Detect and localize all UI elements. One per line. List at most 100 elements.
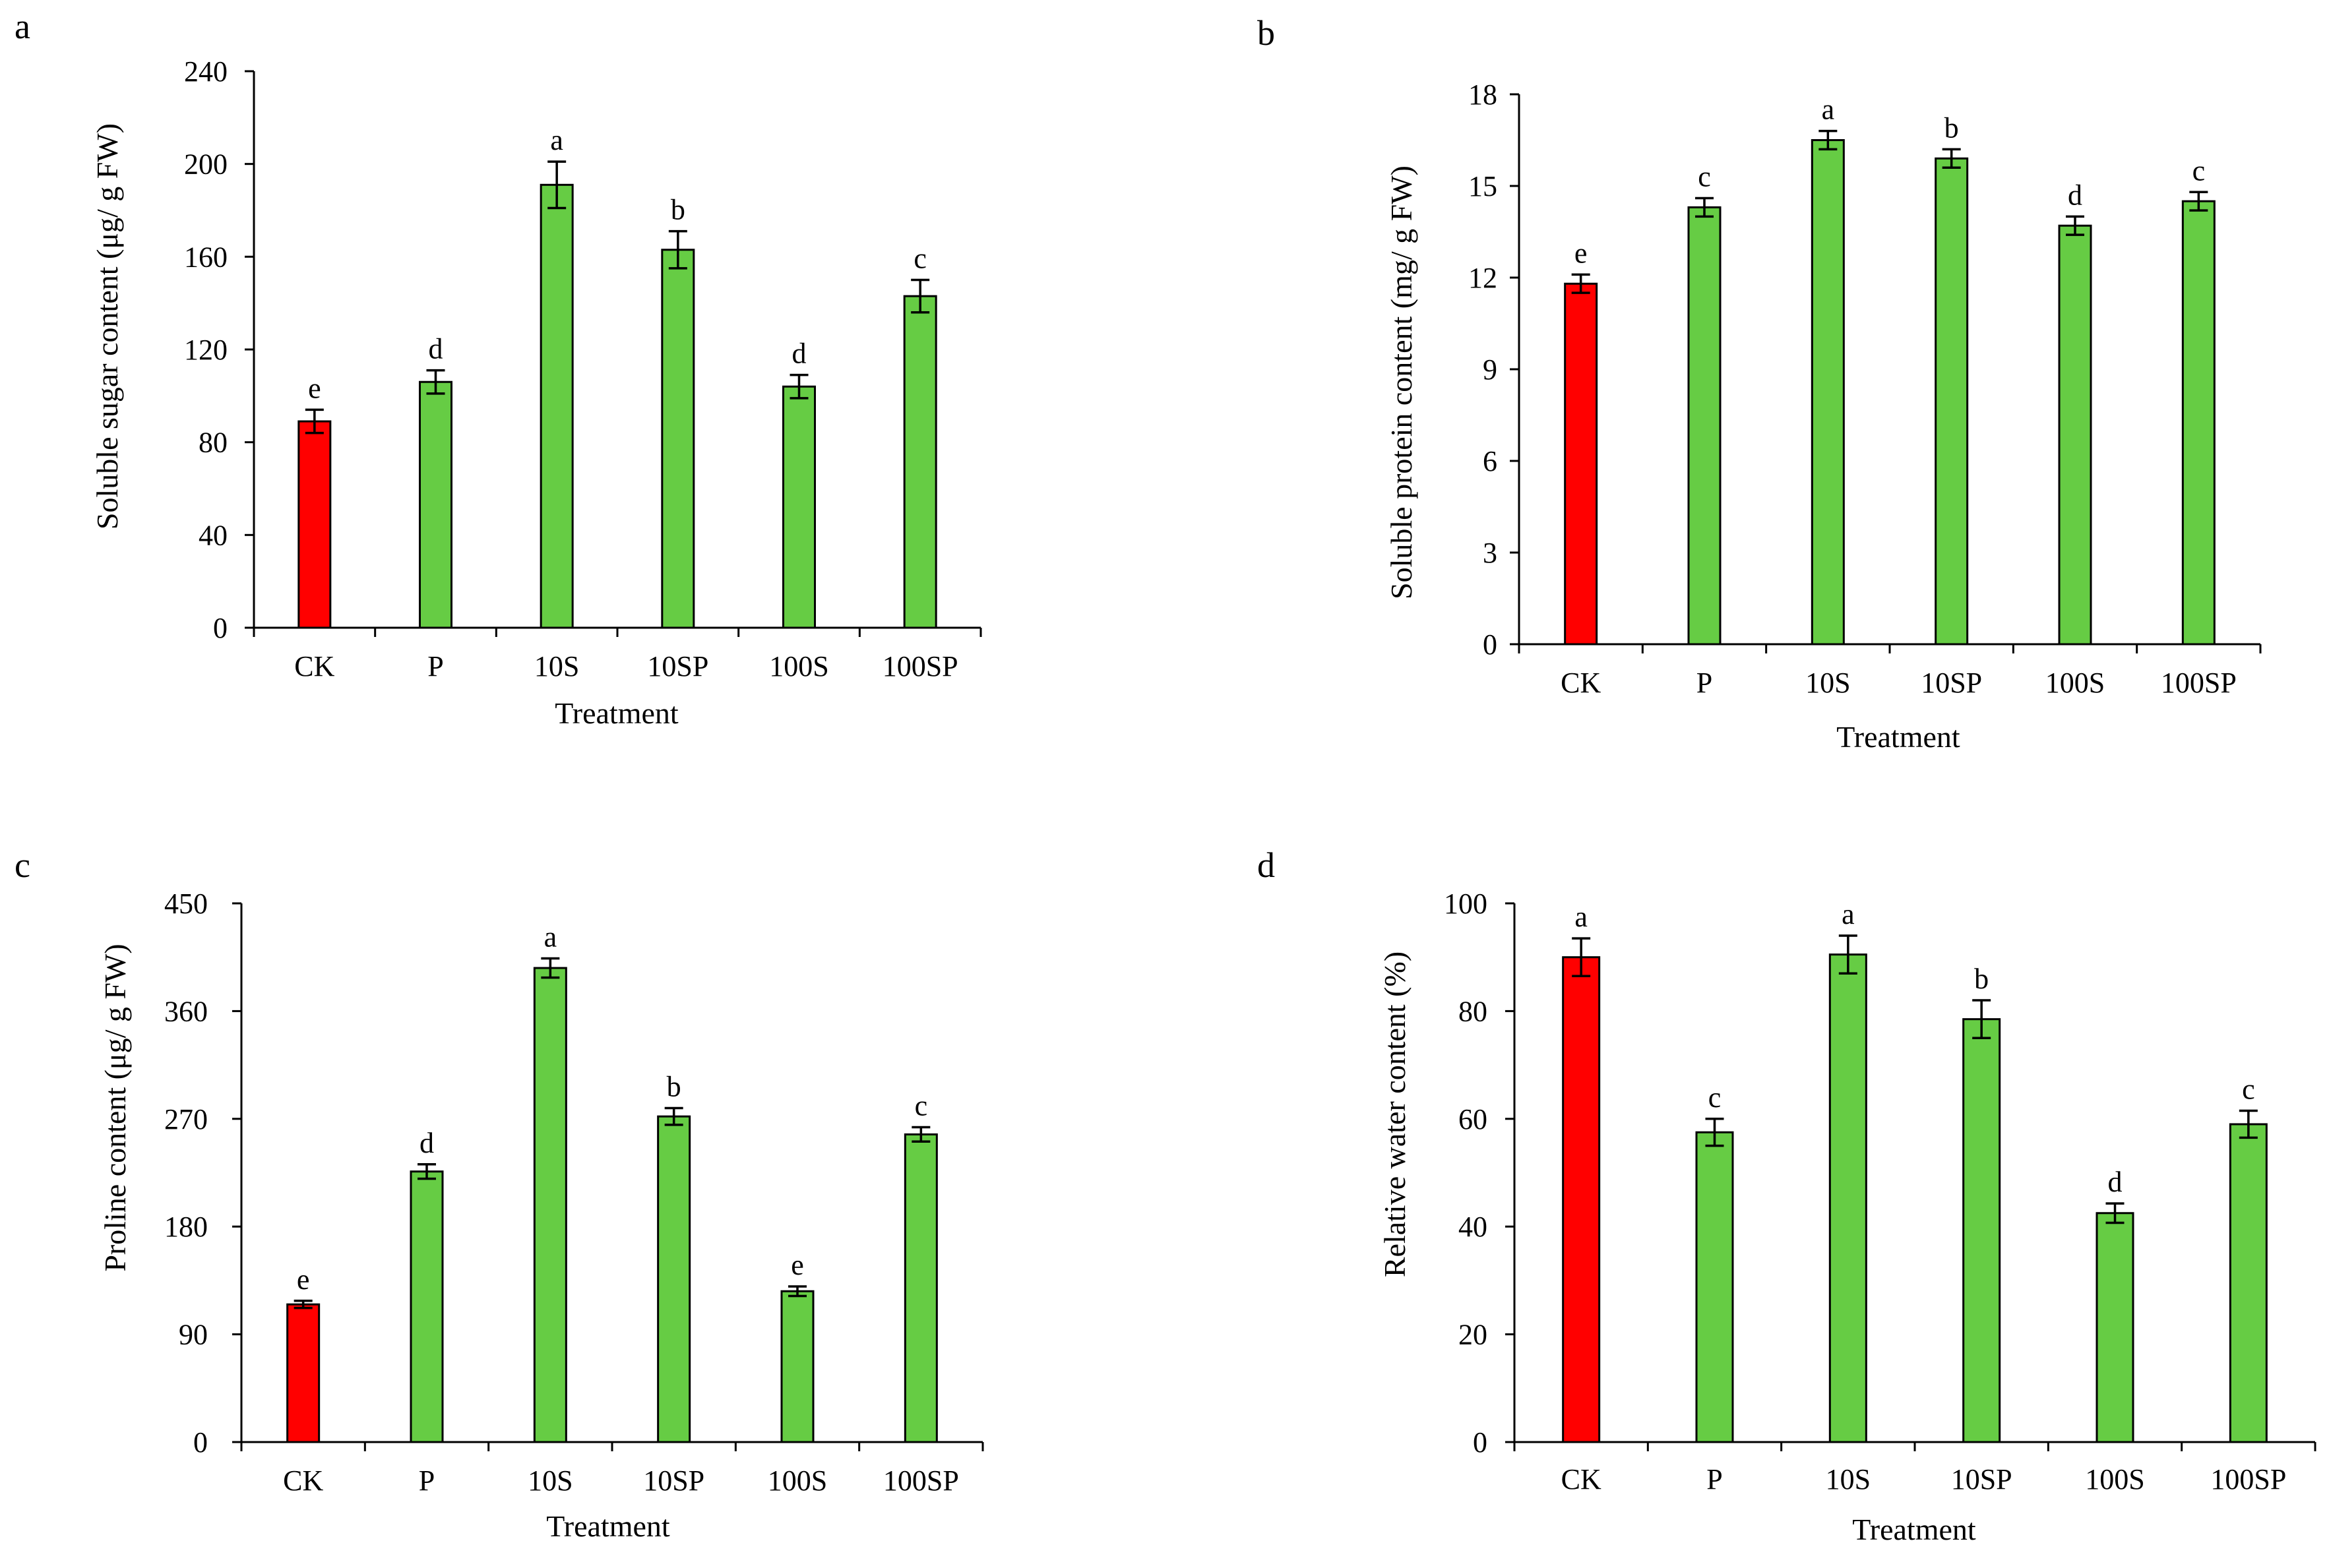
panel-d-category-label: P [1706, 1463, 1722, 1495]
panel-d-category-label: 100S [2085, 1463, 2144, 1495]
panel-b-y-tick-label: 18 [1468, 78, 1497, 111]
panel-b-category-label: P [1696, 667, 1712, 699]
panel-c-significance-label: e [297, 1263, 310, 1296]
panel-c-bar [780, 1290, 815, 1443]
panel-c-y-tick-label: 450 [164, 888, 208, 920]
panel-c-y-axis-title: Proline content (μg/ g FW) [98, 944, 132, 1271]
panel-a-x-axis-title: Treatment [555, 696, 679, 730]
panel-b-bar [2181, 200, 2216, 646]
panel-d-y-tick-label: 40 [1458, 1211, 1487, 1243]
panel-b-significance-label: a [1822, 94, 1835, 126]
panel-a-y-tick-label: 0 [213, 612, 228, 644]
panel-b-category-label: 100S [2045, 667, 2105, 699]
panel-b-bar [2058, 224, 2092, 646]
panel-a-category-label: 100SP [883, 650, 958, 682]
panel-d-significance-label: a [1574, 901, 1588, 933]
panel-c-significance-label: d [419, 1127, 434, 1159]
panel-a-significance-label: d [429, 333, 443, 365]
panel-b-bar [1811, 139, 1845, 646]
panel-c-y-tick-label: 180 [164, 1211, 208, 1243]
panel-b-significance-label: c [1698, 161, 1711, 193]
panel-c-category-label: 10SP [643, 1464, 704, 1497]
panel-b-y-tick-label: 0 [1483, 628, 1497, 661]
panel-b-y-tick-label: 12 [1468, 262, 1497, 294]
panel-c-significance-label: a [544, 921, 557, 953]
panel-a-significance-label: e [308, 372, 321, 404]
panel-c-significance-label: e [791, 1249, 804, 1281]
panel-c-letter: c [15, 845, 30, 885]
panel-c-category-label: P [419, 1464, 435, 1497]
panel-c-bar [410, 1170, 444, 1443]
panel-a-bar [661, 249, 695, 629]
panel-b-y-tick-label: 9 [1483, 353, 1497, 386]
panel-d-y-tick-label: 0 [1473, 1426, 1487, 1459]
panel-b-significance-label: c [2192, 154, 2206, 187]
panel-a: a Soluble sugar content (μg/ g FW) Treat… [15, 7, 982, 730]
panel-c-significance-label: b [667, 1070, 681, 1102]
panel-a-category-label: CK [294, 650, 334, 682]
panel-d-bar [1962, 1018, 2001, 1443]
panel-b-significance-label: e [1574, 237, 1588, 269]
panel-c-bar [286, 1303, 321, 1443]
panel-a-bar [903, 295, 937, 629]
panel-b-significance-label: d [2068, 179, 2082, 211]
panel-d-category-label: 100SP [2210, 1463, 2286, 1495]
panel-d-y-axis-title: Relative water content (%) [1378, 951, 1412, 1277]
panel-d-bar [2096, 1212, 2134, 1443]
panel-a-significance-label: c [914, 243, 927, 275]
panel-a-y-tick-label: 80 [199, 427, 228, 459]
panel-c-x-axis-title: Treatment [546, 1509, 670, 1543]
panel-c-category-label: CK [283, 1464, 323, 1497]
panel-c-category-label: 10S [528, 1464, 573, 1497]
panel-a-bar [540, 183, 574, 629]
panel-d-y-tick-label: 20 [1458, 1319, 1487, 1351]
panel-a-significance-label: a [550, 124, 563, 156]
panel-b-category-label: 10SP [1921, 667, 1982, 699]
panel-d-bar [1828, 953, 1867, 1443]
panel-d: d Relative water content (%) Treatment 0… [1257, 845, 2316, 1546]
panel-b-y-tick-label: 15 [1468, 170, 1497, 202]
panel-a-bar [419, 380, 452, 629]
panel-c-bar [904, 1133, 938, 1443]
panel-a-y-axis-title: Soluble sugar content (μg/ g FW) [90, 123, 124, 529]
panel-d-significance-label: a [1842, 898, 1855, 930]
panel-d-significance-label: c [1708, 1081, 1722, 1114]
panel-b-plot-area: 0 3 6 9 12 15 18 e CK c Pa 10S b 10SP d 100S c 100SP [1468, 78, 2262, 699]
panel-d-significance-label: c [2242, 1073, 2255, 1106]
panel-b-y-tick-label: 6 [1483, 445, 1497, 477]
panel-d-bar [1695, 1131, 1734, 1443]
panel-b-category-label: 10S [1805, 667, 1850, 699]
panel-c-bar [657, 1115, 691, 1443]
panel-c-plot-area: 0 90 180 270 360 450 e CK d Pa 10S b 10SP e 100S c 100SP [164, 888, 984, 1497]
panel-b-y-axis-title: Soluble protein content (mg/ g FW) [1384, 166, 1418, 599]
panel-b: b Soluble protein content (mg/ g FW) Tre… [1257, 13, 2262, 754]
panel-b-significance-label: b [1944, 111, 1959, 144]
panel-d-significance-label: d [2108, 1166, 2123, 1198]
panel-a-category-label: 100S [769, 650, 828, 682]
panel-c-y-tick-label: 270 [164, 1103, 208, 1135]
panel-c-category-label: 100S [768, 1464, 827, 1497]
panel-d-plot-area: 0 20 40 60 80 100 a CK c Pa 10S b 10SP d 100S c 100SP [1444, 888, 2316, 1495]
panel-b-category-label: CK [1561, 667, 1601, 699]
panel-b-bar [1935, 157, 1969, 646]
panel-c-y-tick-label: 90 [179, 1319, 208, 1351]
panel-d-y-tick-label: 80 [1458, 995, 1487, 1027]
panel-b-y-tick-label: 3 [1483, 537, 1497, 569]
panel-d-x-axis-title: Treatment [1852, 1513, 1976, 1546]
panel-a-y-tick-label: 120 [184, 334, 228, 366]
panel-d-category-label: 10S [1826, 1463, 1871, 1495]
panel-a-significance-label: b [671, 194, 685, 226]
panel-b-x-axis-title: Treatment [1836, 720, 1960, 754]
panel-a-category-label: P [427, 650, 443, 682]
panel-a-bar [782, 385, 816, 629]
panel-d-letter: d [1257, 845, 1275, 885]
panel-c-y-tick-label: 0 [193, 1426, 208, 1459]
panel-a-bar [297, 420, 332, 629]
panel-d-y-tick-label: 100 [1444, 888, 1487, 920]
panel-a-letter: a [15, 7, 30, 46]
panel-c-y-tick-label: 360 [164, 995, 208, 1027]
panel-d-category-label: CK [1561, 1463, 1601, 1495]
panel-a-y-tick-label: 40 [199, 519, 228, 551]
panel-a-plot-area: 0 40 80 120 160 200 240 e CK d Pa 10S b 10SP d 100S c 100… [184, 55, 982, 682]
